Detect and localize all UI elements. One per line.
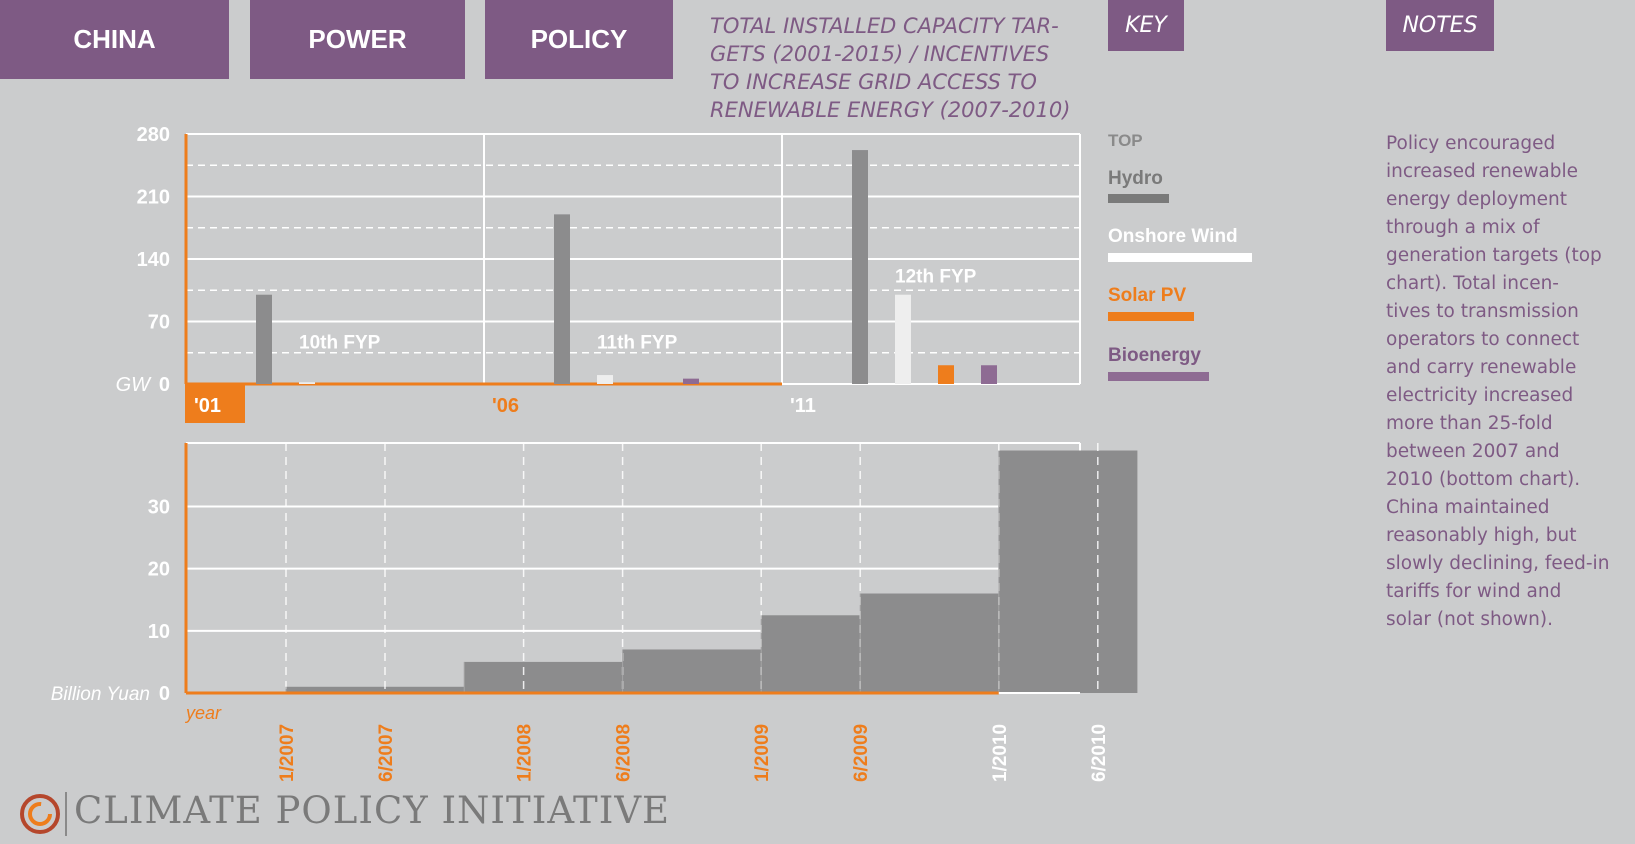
legend-solar-pv-swatch: [1108, 312, 1194, 321]
bar-onshore-wind: [597, 375, 613, 384]
tab-policy-label: POLICY: [530, 24, 628, 54]
notes-line: more than 25-fold: [1386, 413, 1553, 434]
tab-policy: POLICY: [485, 0, 673, 79]
notes-line: generation targets (top: [1386, 245, 1602, 266]
cpi-logo-icon: [20, 794, 60, 834]
period-highlight: [185, 383, 245, 423]
legend-solar-pv: Solar PV: [1108, 285, 1187, 306]
chart-subtitle: TOTAL INSTALLED CAPACITY TAR- GETS (2001…: [710, 12, 1090, 124]
bar-hydro: [256, 294, 272, 384]
notes-line: tariffs for wind and: [1386, 581, 1562, 602]
x-tick-label: 6/2009: [851, 724, 872, 782]
legend-hydro-swatch: [1108, 194, 1169, 203]
tab-power-label: POWER: [308, 24, 407, 54]
key-tab-label: KEY: [1125, 13, 1167, 38]
step-segment: [622, 649, 762, 693]
subtitle-line: RENEWABLE ENERGY (2007-2010): [710, 98, 1071, 122]
step-segment: [860, 593, 999, 693]
notes-line: reasonably high, but: [1386, 525, 1577, 546]
key-top-label: TOP: [1108, 131, 1143, 150]
y-tick-label: 0: [159, 374, 170, 396]
y-axis-unit: GW: [116, 374, 153, 396]
legend-onshore-wind-swatch: [1108, 253, 1252, 262]
bar-hydro: [554, 214, 570, 384]
subtitle-line: GETS (2001-2015) / INCENTIVES: [710, 42, 1050, 66]
step-segment: [286, 686, 465, 693]
category-label: 12th FYP: [895, 267, 977, 288]
x-tick-label: 6/2008: [614, 724, 635, 782]
logo-divider: [65, 792, 67, 836]
y-tick-label: 210: [137, 187, 170, 209]
period-label: '06: [492, 395, 519, 417]
step-segment: [464, 661, 623, 693]
notes-line: tives to transmission: [1386, 301, 1579, 322]
x-tick-label: 1/2007: [277, 724, 298, 782]
bar-onshore-wind: [895, 294, 911, 384]
notes-line: Policy encouraged: [1386, 133, 1556, 154]
x-tick-label: 6/2010: [1089, 724, 1110, 782]
notes-text: Policy encouraged increased renewable en…: [1386, 130, 1626, 634]
subtitle-line: TO INCREASE GRID ACCESS TO: [710, 70, 1037, 94]
notes-line: and carry renewable: [1386, 357, 1577, 378]
legend-hydro: Hydro: [1108, 168, 1163, 189]
x-tick-label: 1/2008: [515, 724, 536, 782]
legend-bioenergy-swatch: [1108, 372, 1209, 381]
notes-line: between 2007 and: [1386, 441, 1560, 462]
notes-line: solar (not shown).: [1386, 609, 1553, 630]
y-tick-label: 20: [148, 559, 170, 581]
x-axis-label: year: [184, 703, 222, 723]
notes-tab: NOTES: [1386, 0, 1494, 51]
tab-power: POWER: [250, 0, 465, 79]
y-tick-label: 10: [148, 621, 170, 643]
bar-hydro: [852, 150, 868, 384]
notes-line: through a mix of: [1386, 217, 1540, 238]
bar-onshore-wind: [299, 382, 315, 384]
subtitle-line: TOTAL INSTALLED CAPACITY TAR-: [710, 14, 1059, 38]
category-label: 11th FYP: [597, 333, 678, 354]
step-segment: [761, 615, 861, 693]
notes-line: increased renewable: [1386, 161, 1579, 182]
notes-line: chart). Total incen-: [1386, 273, 1559, 294]
category-label: 10th FYP: [299, 333, 381, 354]
bar-bioenergy: [683, 378, 699, 384]
x-tick-label: 1/2010: [990, 724, 1011, 782]
tab-china: CHINA: [0, 0, 229, 79]
tab-china-label: CHINA: [73, 24, 156, 54]
y-tick-label: 30: [148, 496, 170, 518]
notes-line: operators to connect: [1386, 329, 1580, 350]
notes-line: energy deployment: [1386, 189, 1567, 210]
y-tick-label: 0: [159, 683, 170, 705]
notes-line: electricity increased: [1386, 385, 1574, 406]
y-tick-label: 280: [137, 124, 170, 146]
bar-solar-pv: [938, 365, 954, 384]
bar-bioenergy: [981, 365, 997, 384]
notes-line: China maintained: [1386, 497, 1550, 518]
cpi-logo-text: CLIMATE POLICY INITIATIVE: [74, 789, 671, 832]
x-tick-label: 6/2007: [376, 724, 397, 782]
x-tick-label: 1/2009: [752, 724, 773, 782]
legend-onshore-wind: Onshore Wind: [1108, 226, 1238, 247]
legend-bioenergy: Bioenergy: [1108, 345, 1201, 366]
y-axis-unit: Billion Yuan: [51, 684, 150, 705]
y-tick-label: 70: [148, 312, 170, 334]
period-label: '01: [194, 395, 221, 417]
period-label: '11: [790, 395, 816, 417]
notes-line: slowly declining, feed-in: [1386, 553, 1610, 574]
notes-line: 2010 (bottom chart).: [1386, 469, 1581, 490]
key-tab: KEY: [1108, 0, 1184, 51]
notes-tab-label: NOTES: [1402, 13, 1478, 38]
y-tick-label: 140: [137, 249, 170, 271]
step-segment: [998, 450, 1138, 693]
